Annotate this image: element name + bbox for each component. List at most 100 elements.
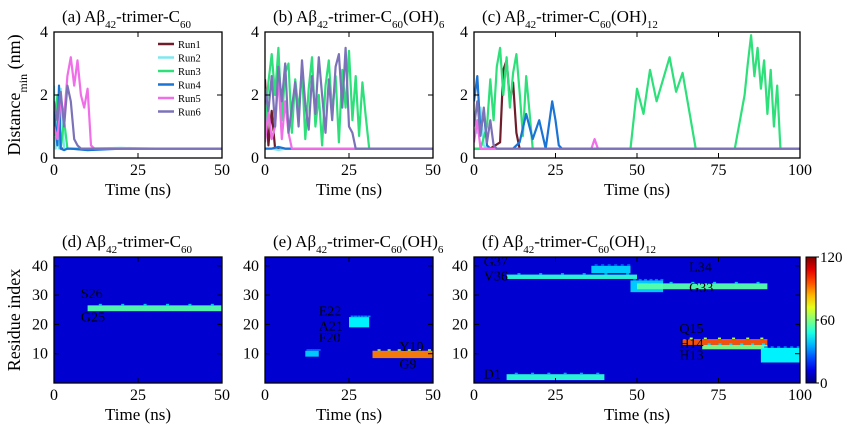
x-tick-label: 25 — [341, 162, 357, 179]
legend-label: Run1 — [178, 40, 201, 51]
heatmap-speckle — [579, 372, 583, 375]
panel-d: S26 G25 0 25 50 10 20 30 40 Time (ns) — [32, 256, 230, 424]
series-line-run6 — [474, 100, 800, 150]
heatmap-speckle — [397, 349, 401, 351]
heatmap-contact-1 — [349, 317, 370, 328]
heatmap-contact-4 — [682, 339, 768, 345]
residue-annotation: S26 — [81, 287, 103, 302]
heatmap-speckle — [660, 278, 664, 281]
heatmap-speckle — [633, 278, 637, 281]
heatmap-contact-1 — [591, 265, 631, 274]
y-tick-label: 40 — [243, 258, 259, 275]
heatmap-speckle — [310, 349, 314, 351]
heatmap-speckle — [514, 372, 518, 375]
heatmap-speckle — [740, 343, 744, 345]
series-line-run3 — [474, 34, 800, 150]
heatmap-speckle — [649, 278, 653, 281]
residue-annotation: E22 — [319, 305, 342, 320]
heatmap-speckle — [717, 337, 721, 340]
panel-title-b: (b) Aβ42-trimer-C60(OH)6 — [273, 7, 445, 31]
y-tick-label: 2 — [251, 87, 259, 104]
heatmap-speckle — [188, 303, 192, 306]
y-tick-label: 10 — [243, 346, 259, 363]
x-tick-label: 25 — [548, 162, 564, 179]
heatmap-speckle — [627, 264, 631, 266]
heatmap-speckle — [729, 343, 733, 345]
heatmap-speckle — [313, 349, 317, 351]
heatmap-speckle — [594, 264, 598, 266]
y-tick-label: 4 — [460, 24, 468, 41]
heatmap-speckle — [626, 273, 630, 275]
panel-title-f: (f) Aβ42-trimer-C60(OH)12 — [482, 232, 656, 256]
y-tick-label: 4 — [40, 24, 48, 41]
heatmap-speckle — [654, 278, 658, 281]
heatmap-speckle — [517, 273, 521, 275]
x-tick-label: 50 — [425, 387, 441, 404]
heatmap-speckle — [563, 372, 567, 375]
y-tick-label: 0 — [40, 150, 48, 167]
heatmap-speckle — [760, 337, 764, 340]
heatmap-speckle — [560, 273, 564, 275]
x-tick-label: 75 — [711, 387, 727, 404]
heatmap-speckle — [620, 264, 624, 266]
legend-label: Run2 — [178, 54, 201, 65]
y-tick-label: 30 — [32, 287, 48, 304]
x-tick-label: 25 — [341, 387, 357, 404]
heatmap-background — [54, 257, 222, 383]
y-tick-label: 10 — [452, 346, 468, 363]
y-tick-label: 2 — [40, 87, 48, 104]
heatmap-speckle — [790, 346, 794, 348]
heatmap-speckle — [707, 343, 711, 345]
heatmap-contact-6 — [760, 347, 800, 363]
colorbar: 120 60 0 — [805, 250, 843, 392]
heatmap-speckle — [582, 273, 586, 275]
residue-annotation: G9 — [399, 357, 416, 372]
heatmap-speckle — [638, 278, 642, 281]
residue-annotation: G33 — [689, 281, 713, 296]
heatmap-speckle — [732, 337, 736, 340]
legend: Run1 Run2 Run3 Run4 Run5 Run6 — [158, 40, 202, 119]
panel-titles: (a) Aβ42-trimer-C60 (b) Aβ42-trimer-C60(O… — [62, 7, 658, 256]
series-line-run4 — [474, 75, 800, 150]
heatmap-speckle — [734, 281, 738, 284]
x-tick-label: 0 — [470, 162, 478, 179]
x-tick-label: 50 — [629, 387, 645, 404]
y-tick-label: 10 — [32, 346, 48, 363]
heatmap-contact-7 — [506, 374, 605, 381]
residue-annotation: V36 — [484, 269, 508, 284]
residue-annotation: H14 — [679, 337, 703, 352]
residue-annotation: H13 — [679, 349, 703, 364]
heatmap-speckle — [531, 372, 535, 375]
heatmap-speckle — [764, 346, 768, 348]
heatmap-speckle — [689, 337, 693, 340]
heatmap-speckle — [777, 346, 781, 348]
heatmap-speckle — [364, 315, 368, 318]
heatmap-speckle — [607, 264, 611, 266]
colorbar-tick-label: 0 — [820, 376, 828, 392]
y-tick-label: 20 — [243, 316, 259, 333]
heatmap-speckle — [210, 303, 214, 306]
heatmap-speckle — [601, 264, 605, 266]
residue-annotation: F20 — [319, 331, 341, 346]
residue-annotation: A21 — [319, 319, 343, 334]
panel-title-d: (d) Aβ42-trimer-C60 — [62, 232, 192, 256]
legend-label: Run5 — [178, 94, 201, 105]
heatmap-speckle — [703, 337, 707, 340]
x-tick-label: 50 — [214, 387, 230, 404]
series-line-run6 — [265, 46, 433, 150]
x-tick-label: 0 — [50, 162, 58, 179]
y-tick-label: 30 — [452, 287, 468, 304]
y-tick-label: 0 — [460, 150, 468, 167]
heatmap-speckle — [166, 303, 169, 306]
y-axis-labels: Distancemin (nm) Residue index — [4, 34, 30, 371]
heatmap-speckle — [121, 303, 125, 306]
y-tick-label: 20 — [32, 316, 48, 333]
panel-title-a: (a) Aβ42-trimer-C60 — [62, 7, 191, 31]
residue-annotation: Q15 — [679, 322, 703, 337]
heatmap-contact-0 — [305, 350, 319, 357]
legend-label: Run4 — [178, 81, 202, 92]
y-tick-label: 20 — [452, 316, 468, 333]
x-axis-label: Time (ns) — [105, 405, 171, 424]
residue-annotation: G25 — [81, 310, 105, 325]
